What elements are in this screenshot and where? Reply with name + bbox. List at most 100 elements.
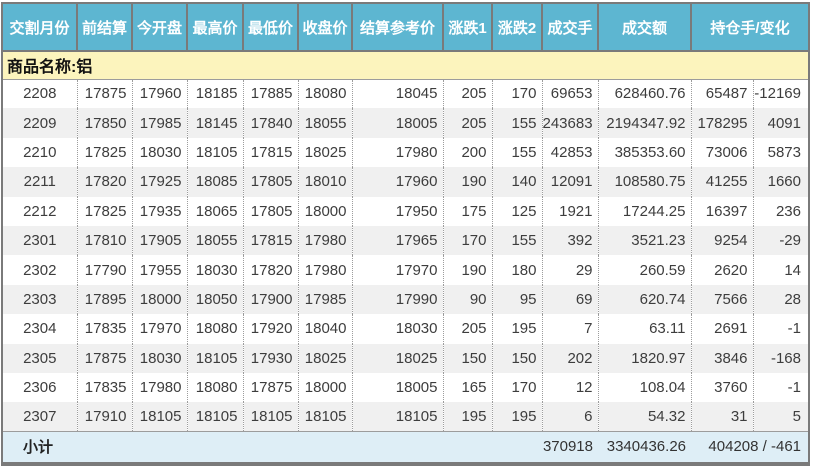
cell-high: 18145 <box>187 108 244 138</box>
column-header-turnover[interactable]: 成交额 <box>598 4 692 52</box>
table-row[interactable]: 2208 17875 17960 18185 17885 18080 18045 205 170… <box>3 79 808 109</box>
column-header-settlement-ref[interactable]: 结算参考价 <box>352 4 444 52</box>
table-row[interactable]: 2301 17810 17905 18055 17815 17980 17965 170 155… <box>3 225 808 256</box>
cell-oi-change: 28 <box>753 284 808 315</box>
cell-month: 2208 <box>3 79 78 109</box>
column-header-low[interactable]: 最低价 <box>243 4 299 52</box>
cell-close: 18105 <box>298 402 353 432</box>
cell-close: 18080 <box>298 79 353 109</box>
header-row: 交割月份 前结算 今开盘 最高价 最低价 收盘价 结算参考价 涨跌1 涨跌2 成… <box>3 4 808 52</box>
table-row[interactable]: 2305 17875 18030 18105 17930 18025 18025 150 150… <box>3 343 808 373</box>
cell-change1: 175 <box>443 196 493 226</box>
cell-open: 17985 <box>132 108 188 138</box>
cell-open-interest: 2691 <box>691 314 754 344</box>
cell-open-interest: 9254 <box>691 225 754 256</box>
cell-oi-change: 14 <box>753 255 808 285</box>
cell-change1: 90 <box>443 284 493 315</box>
cell-open-interest: 65487 <box>691 79 754 109</box>
cell-high: 18085 <box>187 167 244 197</box>
cell-month: 2301 <box>3 225 78 256</box>
cell-settlement-ref: 18105 <box>352 402 444 432</box>
cell-open-interest: 178295 <box>691 108 754 138</box>
cell-month: 2211 <box>3 167 78 197</box>
cell-volume: 7 <box>542 314 599 344</box>
cell-open-interest: 2620 <box>691 255 754 285</box>
quotes-table: 交割月份 前结算 今开盘 最高价 最低价 收盘价 结算参考价 涨跌1 涨跌2 成… <box>3 4 808 462</box>
cell-close: 17980 <box>298 225 353 256</box>
cell-settlement-ref: 17960 <box>352 167 444 197</box>
cell-turnover: 628460.76 <box>598 79 692 109</box>
column-header-prev-settlement[interactable]: 前结算 <box>77 4 133 52</box>
cell-open: 17960 <box>132 79 188 109</box>
table-row[interactable]: 2303 17895 18000 18050 17900 17985 17990 90 95 69… <box>3 284 808 315</box>
subtotal-volume: 370918 <box>542 431 598 462</box>
cell-low: 17875 <box>243 372 299 403</box>
cell-close: 17985 <box>298 284 353 315</box>
cell-low: 17805 <box>243 167 299 197</box>
cell-volume: 69653 <box>542 79 599 109</box>
cell-month: 2212 <box>3 196 78 226</box>
cell-oi-change: 5873 <box>753 137 808 168</box>
table-row[interactable]: 2304 17835 17970 18080 17920 18040 18030 205 195… <box>3 314 808 344</box>
cell-prev-settlement: 17835 <box>77 372 133 403</box>
cell-oi-change: -29 <box>753 225 808 256</box>
column-header-open-interest-change[interactable]: 持仓手/变化 <box>691 4 808 52</box>
cell-open: 17980 <box>132 372 188 403</box>
cell-change2: 150 <box>492 343 543 373</box>
table-row[interactable]: 2307 17910 18105 18105 18105 18105 18105 195 195… <box>3 402 808 432</box>
cell-open: 17905 <box>132 225 188 256</box>
cell-change2: 180 <box>492 255 543 285</box>
cell-prev-settlement: 17820 <box>77 167 133 197</box>
cell-low: 17805 <box>243 196 299 226</box>
cell-change1: 165 <box>443 372 493 403</box>
cell-high: 18050 <box>187 284 244 315</box>
table-row[interactable]: 2210 17825 18030 18105 17815 18025 17980 200 155… <box>3 137 808 168</box>
table-row[interactable]: 2211 17820 17925 18085 17805 18010 17960 190 140… <box>3 167 808 197</box>
table-row[interactable]: 2209 17850 17985 18145 17840 18055 18005 205 155… <box>3 108 808 138</box>
cell-change1: 200 <box>443 137 493 168</box>
cell-volume: 392 <box>542 225 599 256</box>
cell-low: 17840 <box>243 108 299 138</box>
column-header-high[interactable]: 最高价 <box>187 4 244 52</box>
cell-open-interest: 41255 <box>691 167 754 197</box>
cell-close: 17980 <box>298 255 353 285</box>
table-row[interactable]: 2302 17790 17955 18030 17820 17980 17970 190 180… <box>3 255 808 285</box>
cell-settlement-ref: 17990 <box>352 284 444 315</box>
cell-low: 17920 <box>243 314 299 344</box>
table-row[interactable]: 2212 17825 17935 18065 17805 18000 17950 175 125… <box>3 196 808 226</box>
column-header-change1[interactable]: 涨跌1 <box>443 4 493 52</box>
cell-month: 2307 <box>3 402 78 432</box>
cell-oi-change: -12169 <box>753 79 808 109</box>
column-header-change2[interactable]: 涨跌2 <box>492 4 543 52</box>
cell-prev-settlement: 17825 <box>77 137 133 168</box>
cell-change2: 170 <box>492 372 543 403</box>
table-body: 商品名称:铝 2208 17875 17960 18185 17885 18080 1804… <box>3 51 808 462</box>
column-header-open[interactable]: 今开盘 <box>132 4 188 52</box>
cell-prev-settlement: 17875 <box>77 79 133 109</box>
cell-turnover: 2194347.92 <box>598 108 692 138</box>
cell-open-interest: 31 <box>691 402 754 432</box>
cell-low: 17815 <box>243 225 299 256</box>
cell-open: 18000 <box>132 284 188 315</box>
cell-open: 18105 <box>132 402 188 432</box>
column-header-close[interactable]: 收盘价 <box>298 4 353 52</box>
cell-change1: 150 <box>443 343 493 373</box>
column-header-month[interactable]: 交割月份 <box>3 4 78 52</box>
table-row[interactable]: 2306 17835 17980 18080 17875 18000 18005 165 170… <box>3 372 808 403</box>
cell-volume: 69 <box>542 284 599 315</box>
cell-change1: 170 <box>443 225 493 256</box>
cell-turnover: 1820.97 <box>598 343 692 373</box>
column-header-volume[interactable]: 成交手 <box>542 4 599 52</box>
cell-oi-change: 1660 <box>753 167 808 197</box>
cell-high: 18080 <box>187 314 244 344</box>
cell-settlement-ref: 17965 <box>352 225 444 256</box>
cell-prev-settlement: 17835 <box>77 314 133 344</box>
cell-month: 2209 <box>3 108 78 138</box>
cell-open: 17925 <box>132 167 188 197</box>
cell-month: 2302 <box>3 255 78 285</box>
cell-change1: 195 <box>443 402 493 432</box>
cell-month: 2303 <box>3 284 78 315</box>
cell-settlement-ref: 17950 <box>352 196 444 226</box>
cell-prev-settlement: 17910 <box>77 402 133 432</box>
cell-change2: 155 <box>492 137 543 168</box>
